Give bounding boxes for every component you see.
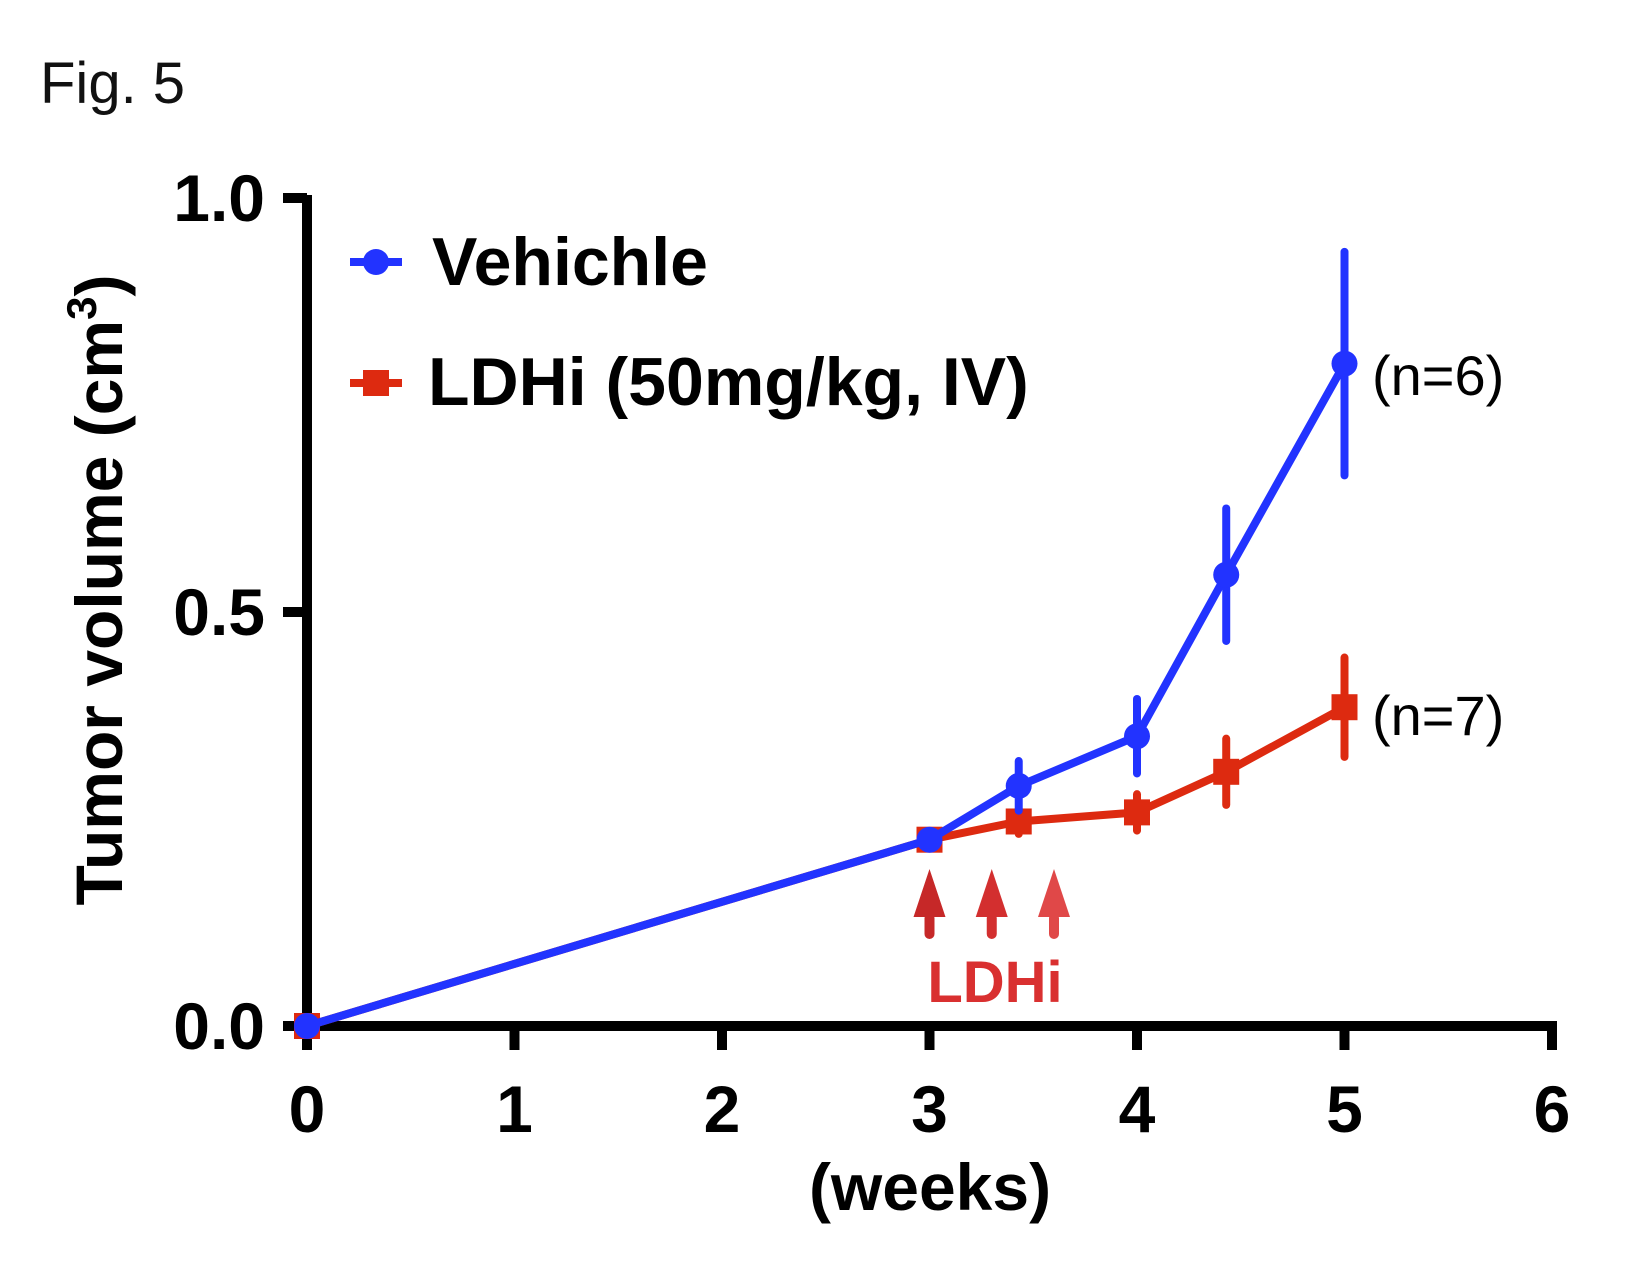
- data-point-ldhi: [1331, 694, 1358, 721]
- series-layer: [294, 247, 1358, 1039]
- data-point-vehichle: [1213, 561, 1240, 588]
- data-point-vehichle: [1331, 350, 1358, 377]
- ldhi-annotation-label: LDHi: [927, 950, 1062, 1015]
- y-axis-title-superscript: 3: [58, 297, 105, 320]
- axis-ticks: 0.0 0.5 1.0 0 1 2 3 4 5 6: [173, 161, 1570, 1146]
- end-label-ldhi: (n=7): [1372, 684, 1504, 747]
- y-tick-label: 1.0: [173, 161, 265, 235]
- dose-arrow-head: [975, 869, 1008, 917]
- y-tick-label: 0.0: [173, 989, 265, 1063]
- x-tick-label: 5: [1326, 1072, 1363, 1146]
- dose-arrow-head: [913, 869, 946, 917]
- series-line-vehichle: [305, 361, 1348, 1030]
- legend-label-vehichle: Vehichle: [432, 224, 708, 300]
- end-label-vehichle: (n=6): [1372, 344, 1504, 407]
- data-point-vehichle: [1005, 772, 1032, 799]
- data-point-vehichle: [1124, 723, 1150, 750]
- x-axis-title: (weeks): [809, 1150, 1051, 1224]
- legend-marker-ldhi: [363, 370, 389, 396]
- legend-label-ldhi: LDHi (50mg/kg, IV): [428, 344, 1029, 420]
- ldhi-annotation: [913, 869, 1070, 939]
- y-axis-title-main: Tumor volume (cm: [62, 320, 136, 906]
- data-point-vehichle: [916, 826, 943, 853]
- x-tick-label: 6: [1534, 1072, 1571, 1146]
- data-point-vehichle: [294, 1013, 320, 1039]
- y-axis-title: Tumor volume (cm3): [58, 275, 136, 906]
- legend-marker-vehichle: [363, 249, 389, 275]
- y-axis-title-close: ): [62, 275, 136, 297]
- dose-arrow-head: [1038, 869, 1070, 917]
- data-point-ldhi: [1213, 758, 1240, 785]
- y-tick-label: 0.5: [173, 575, 265, 649]
- data-point-ldhi: [1124, 799, 1150, 826]
- figure-label: Fig. 5: [40, 51, 186, 116]
- legend: [350, 249, 402, 396]
- x-tick-label: 0: [289, 1072, 326, 1146]
- x-tick-label: 2: [704, 1072, 741, 1146]
- x-tick-label: 4: [1119, 1072, 1156, 1146]
- x-tick-label: 1: [496, 1072, 533, 1146]
- x-tick-label: 3: [911, 1072, 948, 1146]
